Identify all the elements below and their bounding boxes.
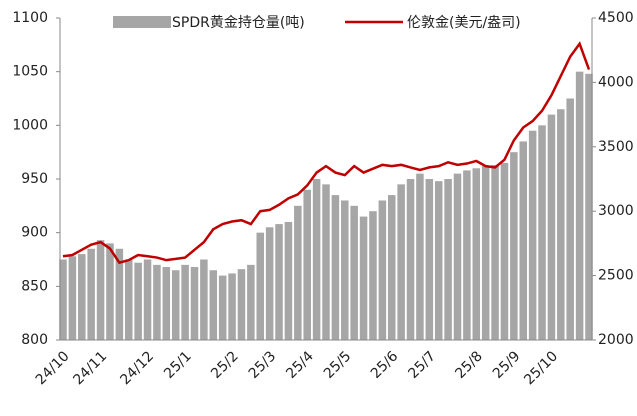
- bar: [331, 195, 340, 340]
- bar: [200, 259, 208, 340]
- bar: [143, 259, 152, 340]
- bar: [115, 248, 124, 340]
- bar: [209, 270, 218, 340]
- y2-tick-label: 2500: [598, 268, 634, 284]
- bar: [453, 173, 462, 340]
- bar: [78, 254, 86, 340]
- bar: [510, 152, 518, 340]
- y2-tick-label: 4000: [598, 74, 634, 90]
- bar: [416, 173, 424, 340]
- x-tick-label: 25/4: [283, 348, 317, 382]
- x-tick-label: 25/7: [405, 348, 439, 382]
- bar: [134, 262, 142, 340]
- bar: [87, 248, 95, 340]
- bar: [190, 267, 199, 340]
- bar: [59, 259, 67, 340]
- bar: [284, 221, 293, 340]
- y2-tick-label: 3000: [598, 203, 634, 219]
- x-tick-label: 24/11: [70, 348, 110, 388]
- y2-tick-label: 2000: [598, 332, 634, 348]
- bar: [406, 179, 415, 340]
- bar: [247, 264, 255, 340]
- bar: [256, 232, 265, 340]
- line: [62, 41, 591, 265]
- bar: [500, 162, 509, 340]
- x-tick-label: 25/8: [452, 348, 486, 382]
- bar: [218, 275, 227, 340]
- bar: [171, 270, 180, 340]
- x-tick-label: 25/3: [246, 348, 280, 382]
- bar: [519, 141, 528, 340]
- y-tick-label: 850: [21, 278, 48, 294]
- bar: [538, 125, 546, 340]
- bar: [68, 256, 77, 340]
- bar: [575, 71, 584, 341]
- bar: [228, 273, 236, 340]
- x-tick-label: 25/1: [161, 348, 195, 382]
- x-tick-label: 25/9: [490, 348, 524, 382]
- bar: [434, 181, 443, 340]
- bar: [378, 200, 387, 340]
- bar: [557, 109, 565, 340]
- x-tick-label: 25/5: [321, 348, 355, 382]
- bar: [303, 189, 311, 340]
- bar: [275, 224, 283, 340]
- bar: [472, 168, 481, 340]
- bar: [425, 179, 434, 340]
- bar: [341, 200, 349, 340]
- bar: [547, 114, 556, 340]
- x-tick-label: 25/6: [368, 348, 402, 382]
- bar: [322, 184, 330, 340]
- y-tick-label: 900: [21, 225, 48, 241]
- bar: [106, 243, 114, 340]
- y-tick-label: 1100: [12, 10, 48, 26]
- bar: [566, 98, 574, 340]
- legend-swatch: [113, 16, 171, 28]
- bar: [369, 211, 377, 340]
- y-tick-label: 950: [21, 171, 48, 187]
- y-tick-label: 800: [21, 332, 48, 348]
- bar: [463, 170, 471, 340]
- bar: [481, 166, 490, 340]
- bar: [181, 264, 189, 340]
- y-tick-label: 1000: [12, 117, 48, 133]
- y2-tick-label: 4500: [598, 10, 634, 26]
- y2-tick-label: 3500: [598, 139, 634, 155]
- bar: [491, 165, 499, 340]
- bar: [96, 240, 105, 340]
- bar: [162, 267, 171, 340]
- bar: [350, 205, 358, 340]
- x-tick-label: 25/2: [208, 348, 242, 382]
- bar: [153, 264, 161, 340]
- legend-label: SPDR黄金持仓量(吨): [172, 14, 305, 31]
- legend-label: 伦敦金(美元/盎司): [407, 15, 521, 31]
- x-tick-label: 24/10: [33, 348, 73, 388]
- bar: [265, 227, 274, 340]
- x-tick-label: 24/12: [117, 348, 157, 388]
- bar: [359, 216, 368, 340]
- bar: [397, 184, 405, 340]
- bar: [294, 205, 302, 340]
- bar: [387, 195, 396, 340]
- bar: [444, 179, 452, 340]
- y-tick-label: 1050: [12, 64, 48, 80]
- x-tick-label: 25/10: [521, 348, 561, 388]
- bar: [124, 259, 133, 340]
- bar: [528, 130, 537, 340]
- bar: [585, 73, 593, 341]
- bar: [237, 269, 246, 340]
- bar: [312, 179, 321, 340]
